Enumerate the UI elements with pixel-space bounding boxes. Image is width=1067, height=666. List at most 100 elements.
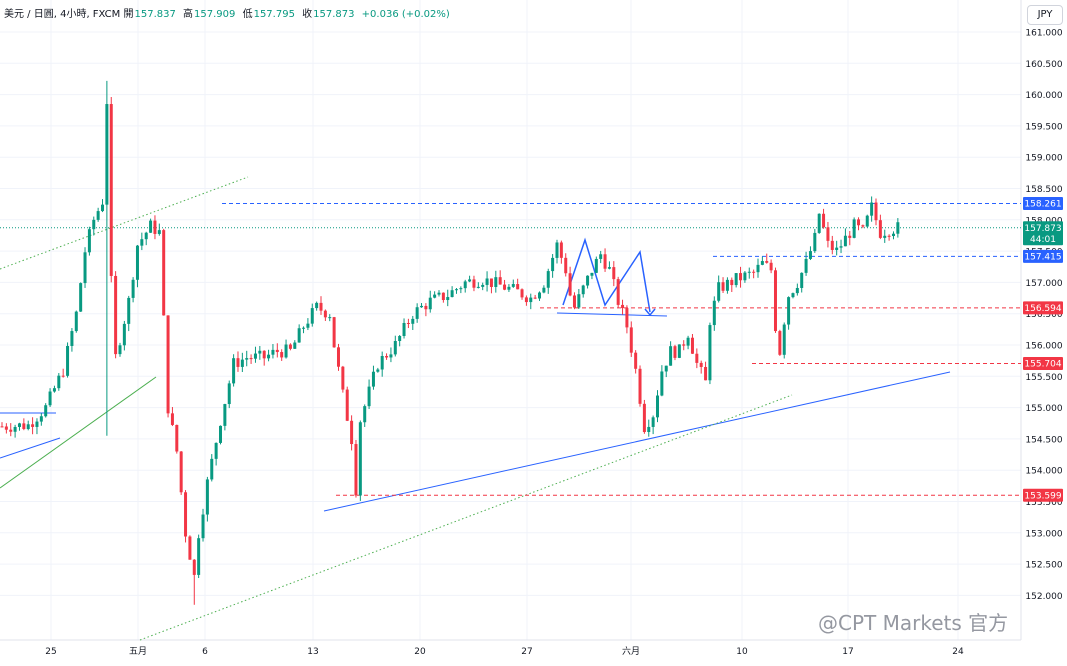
- currency-button[interactable]: JPY: [1027, 5, 1063, 25]
- candle-body: [328, 317, 332, 319]
- candle-body: [22, 423, 26, 429]
- close-label: 收: [302, 9, 313, 20]
- grid: [0, 0, 1022, 641]
- candle-body: [594, 258, 598, 273]
- candle-body: [699, 362, 703, 367]
- level-tag-158.261-text: 158.261: [1024, 199, 1061, 209]
- low-value: 157.795: [253, 9, 295, 20]
- candle-body: [131, 279, 135, 298]
- candle-body: [795, 287, 799, 294]
- candle-body: [9, 429, 13, 432]
- candle-body: [472, 279, 476, 288]
- candle-body: [79, 283, 83, 312]
- candle-body: [760, 261, 764, 265]
- candle-body: [590, 272, 594, 276]
- level-tag-153.599-bg: [1023, 488, 1063, 502]
- candle-body: [275, 349, 279, 353]
- candle-body: [363, 406, 367, 423]
- x-tick-label: 六月: [622, 645, 640, 657]
- y-tick-label: 153.500: [1025, 498, 1062, 508]
- candle-body: [664, 365, 668, 372]
- candle-body: [551, 257, 555, 272]
- candle-body: [817, 213, 821, 233]
- candle-body: [717, 282, 721, 301]
- candle-body: [236, 358, 240, 367]
- candle-body: [555, 242, 559, 258]
- candle-body: [232, 358, 236, 384]
- change-value: +0.036 (+0.02%): [361, 9, 450, 20]
- candle-body: [332, 317, 336, 348]
- candle-body: [310, 308, 314, 324]
- candle-body: [734, 273, 738, 286]
- candle-body: [682, 344, 686, 346]
- y-tick-label: 154.500: [1025, 435, 1062, 445]
- candle-body: [813, 232, 817, 252]
- candle-body: [262, 350, 266, 359]
- candle-body: [625, 308, 629, 328]
- candle-body: [725, 279, 729, 291]
- candle-body: [887, 235, 891, 237]
- candle-body: [398, 335, 402, 342]
- candle-body: [280, 352, 284, 358]
- candle-body: [358, 422, 362, 496]
- price-axis: 161.000 160.500 160.000 159.500 159.000 158.5…: [1025, 29, 1062, 602]
- horizontal-levels: [0, 202, 1021, 496]
- candle-body: [752, 271, 756, 273]
- candle-body: [559, 242, 563, 258]
- y-tick-label: 161.000: [1025, 29, 1062, 39]
- candle-body: [336, 347, 340, 367]
- candle-body: [586, 275, 590, 286]
- candle-body: [441, 292, 445, 301]
- trendline-lower-channel: [139, 394, 793, 641]
- candle-body: [861, 225, 865, 227]
- candle-body: [70, 331, 74, 346]
- candle-body: [288, 344, 292, 349]
- candle-body: [769, 262, 773, 271]
- current-price-tag-text: 157.873: [1024, 224, 1061, 234]
- candle-body: [874, 202, 878, 221]
- candle-body: [581, 285, 585, 295]
- candle-body: [476, 286, 480, 288]
- candle-body: [52, 388, 56, 392]
- x-tick-label: 10: [736, 647, 748, 657]
- candle-body: [865, 215, 869, 227]
- candle-body: [219, 425, 222, 443]
- candle-body: [516, 284, 520, 290]
- y-tick-label: 153.000: [1025, 529, 1062, 539]
- candle-body: [599, 254, 603, 259]
- x-tick-label: 6: [202, 647, 208, 657]
- candle-body: [883, 235, 887, 238]
- candle-body: [341, 366, 345, 390]
- candle-body: [4, 426, 8, 430]
- candle-body: [542, 287, 546, 293]
- x-tick-label: 27: [521, 647, 532, 657]
- candle-body: [367, 386, 371, 407]
- candle-body: [57, 375, 61, 389]
- candle-body: [538, 292, 542, 299]
- candle-body: [843, 235, 847, 247]
- candle-body: [188, 536, 192, 560]
- y-tick-label: 152.500: [1025, 561, 1062, 571]
- candle-body: [437, 292, 441, 295]
- neckline: [556, 312, 668, 317]
- level-tag-158.261-bg: [1023, 196, 1063, 210]
- candle-body: [179, 451, 183, 493]
- low-label: 低: [242, 9, 253, 20]
- y-tick-label: 156.000: [1025, 342, 1062, 352]
- candle-body: [489, 278, 493, 287]
- candle-body: [96, 211, 100, 220]
- candle-body: [468, 279, 472, 282]
- y-tick-label: 158.500: [1025, 185, 1062, 195]
- candle-body: [822, 213, 826, 228]
- candle-body: [371, 371, 375, 387]
- candle-body: [205, 479, 209, 515]
- level-tag-157.415-bg: [1023, 249, 1063, 263]
- candle-body: [284, 344, 288, 358]
- candle-body: [721, 282, 725, 291]
- y-tick-label: 160.500: [1025, 60, 1062, 70]
- candle-body: [612, 267, 616, 280]
- level-tag-156.594-bg: [1023, 301, 1063, 315]
- candle-body: [385, 356, 389, 358]
